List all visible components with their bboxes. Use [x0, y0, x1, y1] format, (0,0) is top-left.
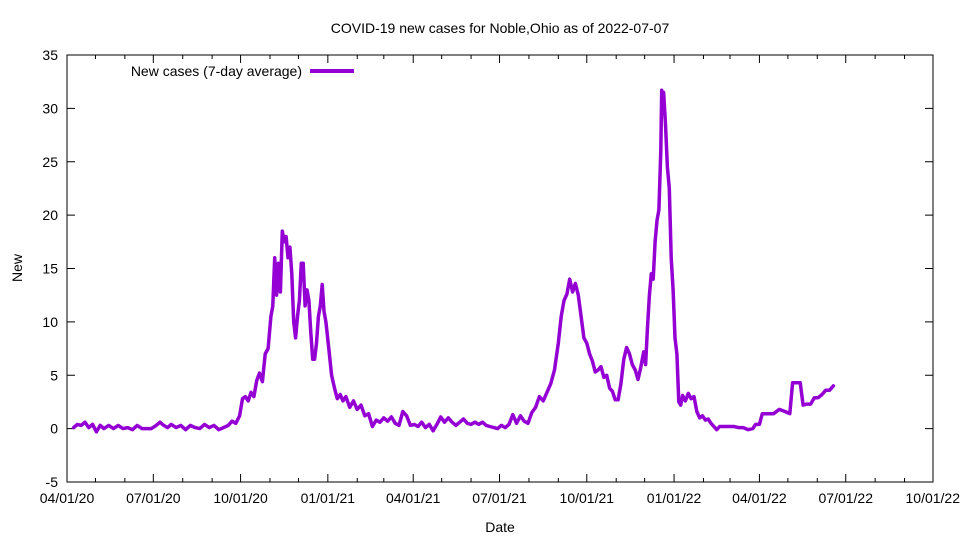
- plot-frame: [66, 54, 934, 483]
- x-tick-label: 04/01/20: [40, 490, 95, 506]
- y-tick-label: 35: [42, 47, 58, 63]
- series-line: [71, 88, 836, 434]
- x-tick-label: 01/01/21: [301, 490, 356, 506]
- x-tick-label: 01/01/22: [647, 490, 702, 506]
- x-tick-label: 04/01/21: [386, 490, 441, 506]
- x-tick-label: 07/01/22: [818, 490, 873, 506]
- x-tick-label: 10/01/20: [213, 490, 268, 506]
- legend: New cases (7-day average): [131, 63, 354, 79]
- y-tick-label: -5: [46, 474, 59, 490]
- x-axis-label: Date: [485, 519, 515, 535]
- y-tick-label: 30: [42, 100, 58, 116]
- x-tick-label: 07/01/21: [472, 490, 527, 506]
- y-tick-label: 5: [50, 367, 58, 383]
- x-tick-label: 07/01/20: [126, 490, 181, 506]
- y-tick-label: 20: [42, 207, 58, 223]
- x-tick-label: 04/01/22: [732, 490, 787, 506]
- x-tick-label: 10/01/22: [906, 490, 960, 506]
- y-axis-label: New: [9, 253, 25, 282]
- y-axis: -5 0 5 10 15 20 25 30 35: [42, 47, 933, 490]
- series-layer: [71, 88, 836, 434]
- y-tick-label: 25: [42, 154, 58, 170]
- y-tick-label: 15: [42, 261, 58, 277]
- legend-label: New cases (7-day average): [131, 63, 302, 79]
- y-tick-label: 10: [42, 314, 58, 330]
- x-axis: 04/01/20 07/01/20 10/01/20 01/01/21 04/01/21…: [40, 55, 960, 506]
- y-tick-label: 0: [50, 421, 58, 437]
- x-tick-label: 10/01/21: [560, 490, 615, 506]
- chart-title: COVID-19 new cases for Noble,Ohio as of …: [331, 20, 670, 36]
